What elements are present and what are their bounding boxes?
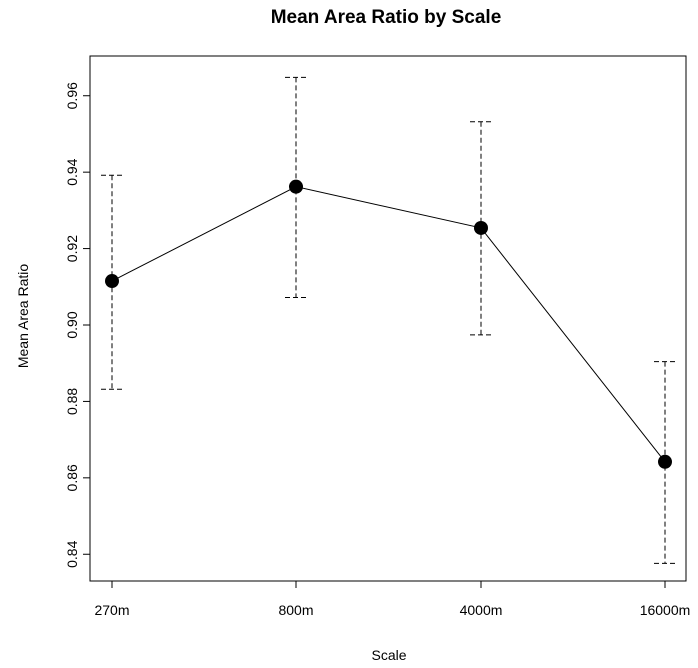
y-tick-label: 0.94 <box>64 158 80 185</box>
y-tick-label: 0.88 <box>64 388 80 415</box>
x-tick-label: 4000m <box>460 602 503 618</box>
error-bar <box>285 76 307 298</box>
error-bars <box>101 76 676 564</box>
data-point <box>474 220 488 235</box>
plot-frame <box>89 55 687 582</box>
y-tick-label: 0.96 <box>64 82 80 109</box>
chart-title: Mean Area Ratio by Scale <box>271 7 502 28</box>
x-tick-label: 270m <box>94 602 129 618</box>
x-tick-label: 16000m <box>640 602 691 618</box>
data-point <box>289 179 303 194</box>
data-points <box>105 179 672 469</box>
data-point <box>105 274 119 289</box>
series-line <box>111 186 666 463</box>
y-tick-label: 0.86 <box>64 464 80 491</box>
x-axis-label: Scale <box>371 647 406 663</box>
y-tick-label: 0.84 <box>64 540 80 567</box>
series-line-path <box>111 186 666 463</box>
y-axis-label: Mean Area Ratio <box>15 264 31 368</box>
x-axis: 270m 800m 4000m 16000m <box>94 581 690 618</box>
data-point <box>658 454 672 469</box>
x-tick-label: 800m <box>278 602 313 618</box>
y-tick-label: 0.92 <box>64 235 80 262</box>
y-axis: 0.84 0.86 0.88 0.90 0.92 0.94 0.96 <box>64 82 90 568</box>
y-tick-label: 0.90 <box>64 311 80 338</box>
